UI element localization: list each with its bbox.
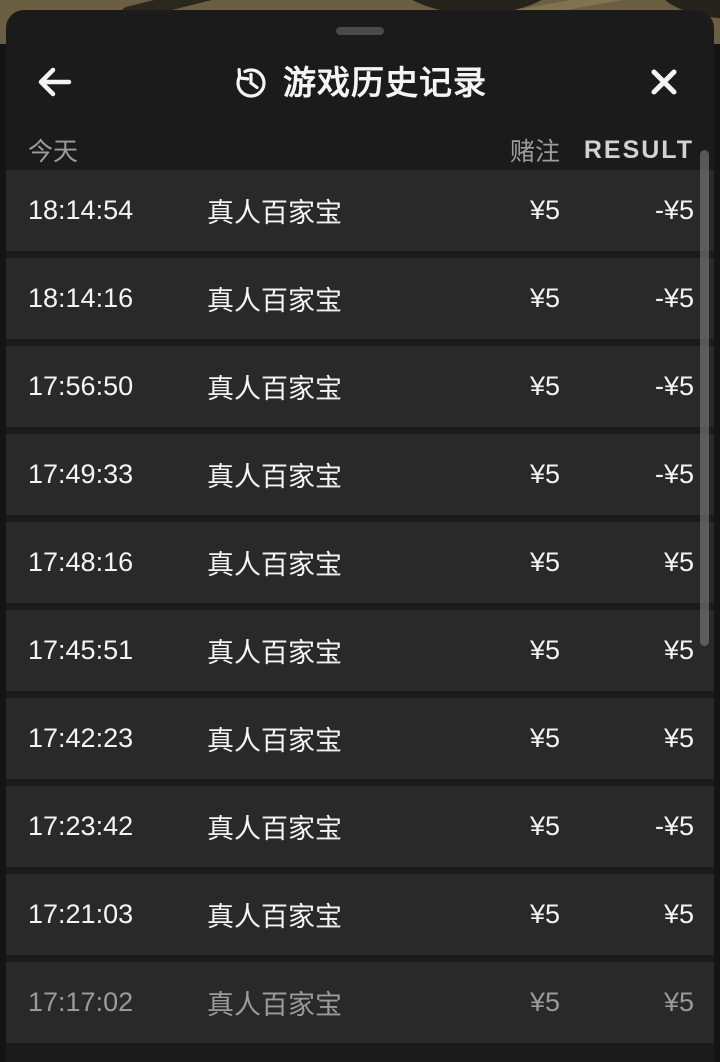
row-result-amount: ¥5 [663,987,694,1017]
row-bet-amount: ¥5 [529,723,560,753]
title-wrap: 游戏历史记录 [233,64,487,100]
row-time: 17:23:42 [28,811,134,841]
row-result-amount: -¥5 [654,195,694,225]
row-bet-amount: ¥5 [529,987,560,1017]
table-row: 17:49:33 真人百家宝 ¥5 -¥5 [6,434,714,515]
row-game-name: 真人百家宝 [207,374,342,404]
row-result-amount: -¥5 [654,283,694,313]
table-row: 18:14:54 真人百家宝 ¥5 -¥5 [6,170,714,251]
row-game-name: 真人百家宝 [207,814,342,844]
row-bet-amount: ¥5 [529,459,560,489]
page-title: 游戏历史记录 [283,63,487,101]
table-row: 17:45:51 真人百家宝 ¥5 ¥5 [6,610,714,691]
row-bet-amount: ¥5 [529,547,560,577]
row-bet-amount: ¥5 [529,371,560,401]
row-time: 17:49:33 [28,459,134,489]
row-time: 17:42:23 [28,723,134,753]
column-header-result: RESULT [583,135,694,164]
drag-handle[interactable] [336,27,384,35]
back-arrow-icon [32,60,76,104]
table-row: 17:17:02 真人百家宝 ¥5 ¥5 [6,962,714,1043]
row-game-name: 真人百家宝 [207,990,342,1020]
row-game-name: 真人百家宝 [207,462,342,492]
row-time: 17:45:51 [28,635,134,665]
history-clock-icon [233,64,269,100]
row-bet-amount: ¥5 [529,283,560,313]
table-row: 17:42:23 真人百家宝 ¥5 ¥5 [6,698,714,779]
row-time: 17:56:50 [28,371,134,401]
row-game-name: 真人百家宝 [207,286,342,316]
row-result-amount: ¥5 [663,635,694,665]
row-game-name: 真人百家宝 [207,198,342,228]
row-game-name: 真人百家宝 [207,726,342,756]
table-row: 17:48:16 真人百家宝 ¥5 ¥5 [6,522,714,603]
scrollbar-thumb[interactable] [700,150,709,646]
row-bet-amount: ¥5 [529,811,560,841]
row-result-amount: ¥5 [663,723,694,753]
row-time: 18:14:54 [28,195,134,225]
table-row: 17:56:50 真人百家宝 ¥5 -¥5 [6,346,714,427]
back-button[interactable] [28,56,80,108]
table-row: 18:14:16 真人百家宝 ¥5 -¥5 [6,258,714,339]
row-result-amount: -¥5 [654,371,694,401]
table-column-header: 今天 赌注 RESULT [6,130,714,170]
row-bet-amount: ¥5 [529,899,560,929]
row-game-name: 真人百家宝 [207,638,342,668]
column-header-bet: 赌注 [509,138,560,166]
row-bet-amount: ¥5 [529,195,560,225]
close-button[interactable] [638,56,690,108]
modal-header: 游戏历史记录 [6,52,714,112]
row-result-amount: -¥5 [654,811,694,841]
close-icon [644,62,684,102]
history-modal: 游戏历史记录 今天 赌注 RESULT 18:14:54 真人百家宝 ¥5 -¥… [6,10,714,1062]
history-list: 18:14:54 真人百家宝 ¥5 -¥5 18:14:16 真人百家宝 ¥5 … [6,170,714,1050]
row-bet-amount: ¥5 [529,635,560,665]
table-row: 17:23:42 真人百家宝 ¥5 -¥5 [6,786,714,867]
row-game-name: 真人百家宝 [207,902,342,932]
column-header-date: 今天 [28,138,79,166]
row-time: 17:48:16 [28,547,134,577]
row-time: 17:21:03 [28,899,134,929]
table-row: 17:21:03 真人百家宝 ¥5 ¥5 [6,874,714,955]
row-result-amount: ¥5 [663,899,694,929]
row-result-amount: -¥5 [654,459,694,489]
row-result-amount: ¥5 [663,547,694,577]
row-time: 17:17:02 [28,987,134,1017]
row-time: 18:14:16 [28,283,134,313]
row-game-name: 真人百家宝 [207,550,342,580]
